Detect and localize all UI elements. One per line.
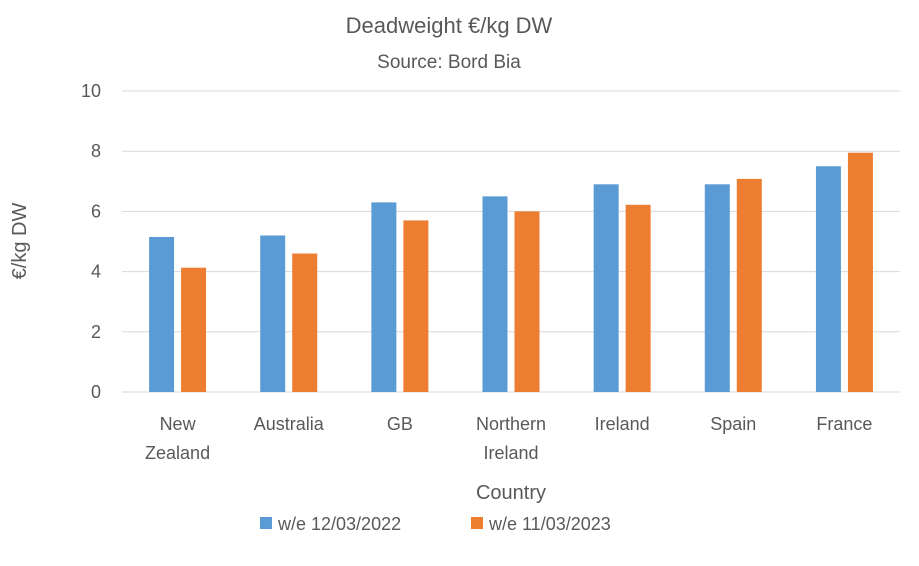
y-tick-label: 4 bbox=[91, 262, 101, 282]
bar-2023 bbox=[514, 211, 540, 392]
bar-2022 bbox=[482, 196, 508, 392]
bar-2023 bbox=[847, 152, 873, 392]
x-category-label: GB bbox=[387, 414, 413, 434]
x-axis-categories: New Zealand Australia GB Northern Ireland Irel… bbox=[145, 414, 872, 463]
legend-swatch bbox=[471, 517, 483, 529]
x-category-label: Zealand bbox=[145, 443, 210, 463]
legend-label: w/e 11/03/2023 bbox=[488, 514, 611, 534]
y-tick-label: 10 bbox=[81, 81, 101, 101]
x-category-label: Australia bbox=[254, 414, 325, 434]
bar-2022 bbox=[815, 166, 841, 392]
chart-subtitle: Source: Bord Bia bbox=[377, 52, 521, 73]
legend-swatch bbox=[260, 517, 272, 529]
y-tick-label: 6 bbox=[91, 201, 101, 221]
x-category-label: Ireland bbox=[483, 443, 538, 463]
bar-2023 bbox=[181, 267, 207, 392]
bar-2022 bbox=[371, 202, 397, 392]
y-tick-label: 0 bbox=[91, 382, 101, 402]
legend-label: w/e 12/03/2022 bbox=[277, 514, 401, 534]
x-category-label: Spain bbox=[710, 414, 756, 434]
x-category-label: Ireland bbox=[595, 414, 650, 434]
bar-2022 bbox=[704, 184, 730, 392]
x-category-label: New bbox=[160, 414, 197, 434]
y-tick-label: 2 bbox=[91, 322, 101, 342]
bars bbox=[149, 152, 873, 392]
bar-2022 bbox=[260, 235, 286, 392]
y-axis-title: €/kg DW bbox=[9, 203, 31, 280]
bar-2022 bbox=[149, 236, 175, 392]
bar-2023 bbox=[403, 220, 429, 392]
chart-title: Deadweight €/kg DW bbox=[346, 13, 553, 38]
gridlines bbox=[122, 90, 900, 393]
x-category-label: France bbox=[816, 414, 872, 434]
x-axis-title: Country bbox=[476, 482, 546, 504]
legend: w/e 12/03/2022 w/e 11/03/2023 bbox=[260, 514, 611, 534]
bar-2022 bbox=[593, 184, 619, 392]
y-tick-label: 8 bbox=[91, 141, 101, 161]
y-axis-ticks: 0 2 4 6 8 10 bbox=[81, 81, 101, 402]
x-category-label: Northern bbox=[476, 414, 546, 434]
bar-2023 bbox=[736, 178, 762, 392]
bar-2023 bbox=[292, 253, 318, 392]
bar-2023 bbox=[625, 204, 651, 392]
